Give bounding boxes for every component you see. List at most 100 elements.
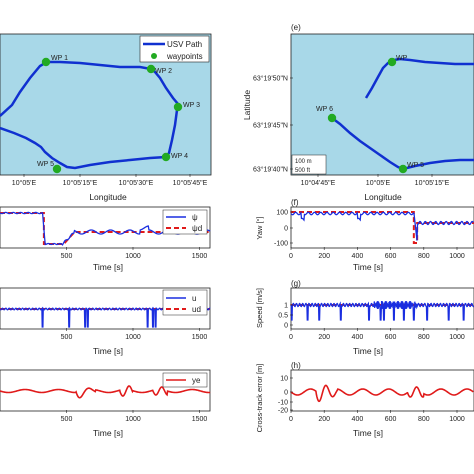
map-right-ylabel: Latitude	[242, 90, 252, 121]
waypoint-label: WP 5	[407, 162, 424, 169]
waypoint-label: WP 1	[51, 55, 68, 62]
tick-label: 500	[61, 416, 73, 423]
speed-right-xticks: 0 200 400 600 800 1000	[289, 328, 465, 341]
waypoint-label: WP 2	[155, 68, 172, 75]
waypoint-label: WP 5	[37, 161, 54, 168]
tick-label: 1500	[192, 253, 208, 260]
tick-label: 1000	[125, 334, 141, 341]
yaw-right-xticks: 0 200 400 600 800 1000	[289, 247, 465, 260]
scalebar-ft: 500 ft	[295, 168, 310, 174]
tick-label: 600	[385, 253, 397, 260]
tick-label: 1500	[192, 416, 208, 423]
heading-left-xlabel: Time [s]	[93, 262, 123, 272]
map-right-panel-label: (e)	[291, 23, 301, 32]
yaw-right-panel-label: (f)	[291, 198, 299, 207]
tick-label: 800	[418, 416, 430, 423]
cte-right-xticks: 0 200 400 600 800 1000	[289, 410, 465, 423]
waypoint-label: WP 4	[171, 153, 188, 160]
map-right-yticks: 63°19'50"N 63°19'45"N 63°19'40"N	[253, 75, 293, 174]
cte-right-line	[290, 384, 474, 403]
heading-left-panel: ψ ψd 500 1000 1500 Time [s]	[0, 206, 211, 272]
map-left-xticks: 10°05'E 10°05'15"E 10°05'30"E 10°05'45"E	[12, 174, 208, 187]
waypoint-marker	[327, 113, 337, 123]
tick-label: 63°19'40"N	[253, 166, 288, 174]
tick-label: 600	[385, 334, 397, 341]
tick-label: 10°04'45"E	[301, 179, 336, 187]
tick-label: 0	[284, 226, 288, 233]
legend-psi: ψ	[192, 213, 198, 222]
waypoint-label: WP 3	[183, 102, 200, 109]
tick-label: 400	[352, 253, 364, 260]
tick-label: 600	[385, 416, 397, 423]
waypoint-marker	[398, 164, 408, 174]
cte-right-panel: (h) 10 0 -10-20 0 200 400 600 800 1000 Time [s]…	[255, 361, 474, 438]
tick-label: 1000	[125, 416, 141, 423]
heading-left-xticks: 500 1000 1500	[61, 247, 208, 260]
yaw-right-actual-line	[290, 211, 474, 241]
waypoint-marker	[173, 102, 183, 112]
speed-right-panel-label: (g)	[291, 279, 301, 288]
cte-left-line	[0, 385, 211, 399]
map-right-scalebar: 100 m 500 ft	[291, 154, 327, 175]
map-left-panel: WP 1WP 2WP 3WP 4WP 5 USV Path waypoints …	[0, 33, 212, 202]
speed-right-yticks: 10.50	[278, 303, 293, 330]
speed-left-xlabel: Time [s]	[93, 346, 123, 356]
tick-label: 0	[289, 334, 293, 341]
tick-label: 1	[284, 303, 288, 310]
tick-label: 63°19'50"N	[253, 75, 288, 83]
tick-label: -100	[274, 241, 288, 248]
cte-left-panel: ye 500 1000 1500 Time [s]	[0, 369, 211, 438]
map-right-xlabel: Longitude	[364, 192, 402, 202]
speed-right-ylabel: Speed [m/s]	[255, 288, 264, 328]
waypoint-label: WP 6	[316, 106, 333, 113]
heading-left-legend: ψ ψd	[162, 209, 208, 235]
map-left-xlabel: Longitude	[89, 192, 127, 202]
tick-label: 10°05'E	[366, 179, 391, 187]
tick-label: 200	[318, 416, 330, 423]
map-left-legend: USV Path waypoints	[139, 35, 210, 63]
map-left-waypoints: WP 1 WP 2 WP 3 WP 4 WP 5	[37, 55, 200, 174]
tick-label: 10	[280, 376, 288, 383]
tick-label: -20	[278, 408, 288, 415]
cte-right-panel-label: (h)	[291, 361, 301, 370]
waypoint-label: WP	[396, 55, 408, 62]
tick-label: 0	[289, 416, 293, 423]
speed-left-xticks: 500 1000 1500	[61, 328, 208, 341]
tick-label: 63°19'45"N	[253, 122, 288, 130]
waypoint-marker	[161, 152, 171, 162]
tick-label: 10°05'45"E	[173, 179, 208, 187]
speed-right-xlabel: Time [s]	[353, 346, 383, 356]
map-right-panel: (e) WP 6WP 5WP 100 m 500 ft 63°19'50"N63…	[242, 23, 474, 202]
legend-usv-path: USV Path	[167, 40, 202, 49]
map-left-usv-path	[0, 60, 180, 170]
tick-label: 500	[61, 334, 73, 341]
tick-label: 10°05'E	[12, 179, 37, 187]
cte-right-ylabel: Cross-track error [m]	[255, 364, 264, 433]
cte-left-xlabel: Time [s]	[93, 428, 123, 438]
yaw-right-xlabel: Time [s]	[353, 262, 383, 272]
waypoint-marker	[387, 57, 397, 67]
tick-label: 400	[352, 334, 364, 341]
tick-label: 1000	[449, 253, 465, 260]
cte-left-xticks: 500 1000 1500	[61, 410, 208, 423]
tick-label: 1000	[449, 334, 465, 341]
tick-label: 1000	[449, 416, 465, 423]
scalebar-m: 100 m	[295, 159, 312, 165]
yaw-right-panel: (f) 1000-100 0 200 400 600 800 1000 Time [s] …	[255, 198, 474, 272]
heading-left-desired-line	[0, 212, 211, 245]
tick-label: 0	[289, 253, 293, 260]
map-right-water	[290, 33, 474, 176]
tick-label: 800	[418, 253, 430, 260]
waypoint-marker	[41, 57, 51, 67]
speed-right-actual-line	[290, 300, 474, 321]
speed-right-panel: (g) 10.50 0 200 400 600 800 1000 Time [s] Spe…	[255, 279, 474, 356]
yaw-right-yticks: 100 0 -100	[274, 210, 293, 248]
map-right-usv-path-1	[364, 57, 474, 99]
legend-u-d: ud	[192, 305, 201, 314]
speed-left-panel: u ud 500 1000 1500 Time [s]	[0, 287, 211, 356]
map-right-waypoints: WP 6 WP 5 WP	[316, 55, 424, 174]
legend-psi-d: ψd	[192, 224, 202, 233]
tick-label: 1500	[192, 334, 208, 341]
legend-waypoints: waypoints	[166, 52, 203, 61]
tick-label: 0	[284, 323, 288, 330]
